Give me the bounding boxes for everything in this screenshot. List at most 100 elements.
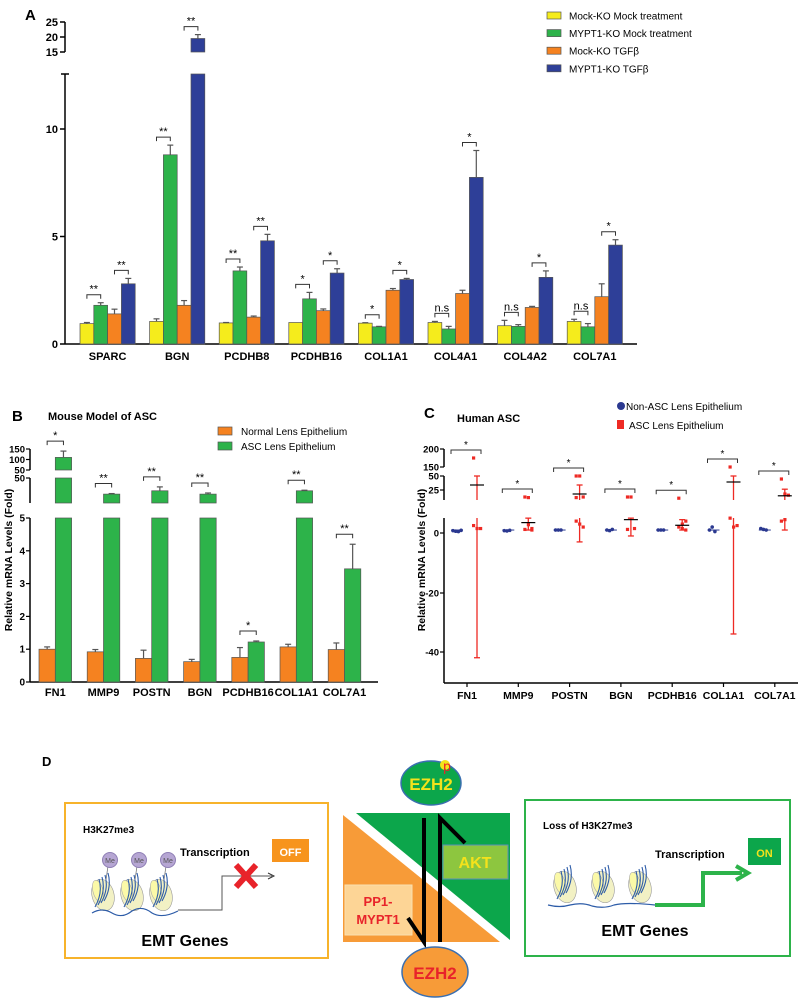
legend-swatch [217,426,233,436]
significance-bracket [143,476,161,481]
significance-label: * [772,461,776,472]
non-asc-point [610,527,615,532]
significance-bracket [322,260,338,265]
y-tick-label: 150 [9,445,25,456]
arrow-head-on [734,864,752,882]
bar [538,277,554,345]
panel-label-c: C [424,405,435,422]
bar [385,289,401,345]
x-tick-label: COL4A2 [503,351,546,363]
significance-label: * [53,430,58,442]
bar [371,326,387,345]
significance-label: * [606,221,611,233]
significance-label: * [370,304,375,316]
significance-label: n.s [434,302,449,314]
asc-point [677,496,681,500]
legend-label: MYPT1-KO Mock treatment [569,29,692,40]
panel-label-b: B [12,408,23,425]
legend-label: ASC Lens Epithelium [241,442,336,453]
bar-upper-segment [103,493,121,504]
y-tick-label: 1 [19,645,25,656]
y-tick-label: 0 [52,339,58,351]
dna-wrap [597,868,604,898]
significance-bracket [364,314,380,319]
dna-strand [91,907,179,917]
significance-bracket [183,26,199,31]
significance-label: ** [256,215,265,227]
asc-point [625,527,630,532]
bar [135,658,153,683]
legend-label: Normal Lens Epithelium [241,427,347,438]
y-tick-label: 100 [9,455,25,466]
dna-wrap [640,864,647,894]
bar [176,304,192,345]
significance-bracket [225,258,241,264]
significance-bracket [295,283,310,289]
legend-swatch [546,11,562,20]
bar-upper-segment [54,477,72,504]
bar [260,240,275,345]
significance-label: ** [187,16,196,28]
chart-c: Human ASC Relative mRNA Levels (Fold) -4… [416,402,798,702]
legend-marker-circle [617,402,625,410]
significance-bracket [573,310,589,316]
x-tick-label: PCDHB16 [222,687,273,699]
asc-point [581,495,585,499]
significance-label: ** [117,259,126,271]
x-tick-label: PCDHB16 [648,690,697,702]
dna-wrap [603,864,610,894]
bar-upper-segment [151,490,169,504]
significance-label: * [618,479,622,490]
significance-label: * [300,273,305,285]
significance-bracket [450,449,482,454]
non-asc-point [456,529,461,534]
asc-point [625,495,630,499]
asc-point [629,495,633,499]
bar-upper-segment [295,490,313,504]
y-tick-label: 10 [46,124,58,136]
y-tick-label: 2 [19,612,25,623]
dna-wrap [565,864,572,894]
significance-label: * [398,259,403,271]
y-tick-label: -40 [425,648,439,659]
asc-point [783,492,787,496]
y-tick-label: 3 [19,579,25,590]
dna-wrap [129,874,136,904]
asc-point [523,527,527,532]
pp1-label-1: PP1- [364,894,393,909]
bar [93,304,108,345]
asc-point [680,522,684,526]
significance-bracket [501,488,533,493]
x-tick-label: COL4A1 [434,351,477,363]
dna-wrap [126,876,133,906]
bar [344,568,362,683]
chart-a: 0510152025****SPARC****BGN****PCDHB8**PC… [46,12,692,364]
significance-bracket [392,269,408,275]
dna-wrap [600,866,607,896]
x-tick-label: BGN [609,690,632,702]
asc-point [578,522,582,526]
x-tick-label: PCDHB8 [224,351,269,363]
legend-swatch [546,64,562,73]
dna-wrap [123,878,130,908]
asc-point [783,518,787,522]
bar [608,244,623,345]
loss-h3k27me3-label: Loss of H3K27me3 [543,821,633,832]
panel-label-a: A [25,7,36,24]
pp1-mypt1-box [344,884,413,936]
dna-wrap [100,874,107,904]
x-tick-label: BGN [165,351,190,363]
y-tick-label: 15 [46,47,58,59]
significance-bracket [504,311,519,317]
dna-wrap [132,872,139,902]
me-stalk [163,865,167,881]
dna-wrap [158,874,165,904]
dna-wrap [637,866,644,896]
methyl-label: Me [134,858,144,865]
significance-bracket [114,269,129,275]
significance-bracket [86,294,102,299]
significance-bracket [462,142,477,147]
methyl-mark-icon [102,852,118,868]
significance-bracket [758,470,790,475]
transcription-label-on: Transcription [655,849,725,861]
